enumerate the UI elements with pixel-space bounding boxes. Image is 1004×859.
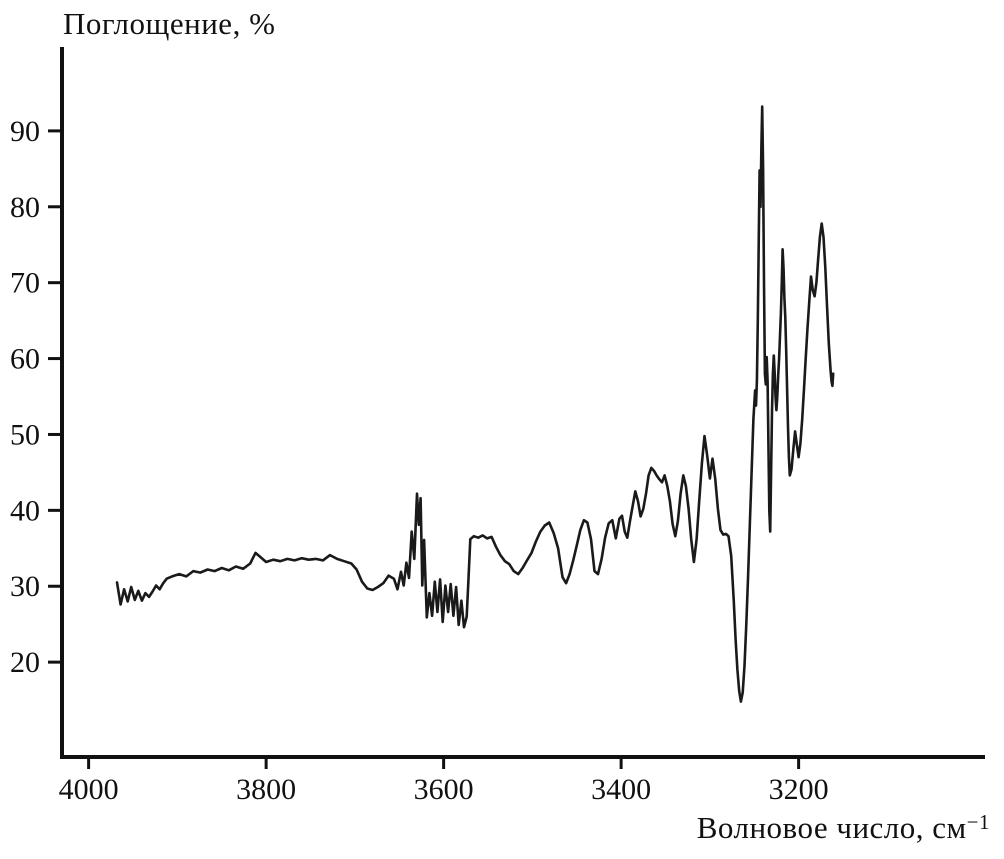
y-tick-label: 90 xyxy=(10,115,40,148)
y-tick-label: 70 xyxy=(10,267,40,300)
x-axis-title-text: Волновое число, см xyxy=(696,810,967,845)
x-axis-title: Волновое число, см−1 xyxy=(697,810,990,846)
y-tick-label: 40 xyxy=(10,494,40,527)
y-tick-label: 50 xyxy=(10,418,40,451)
x-tick-label: 3200 xyxy=(769,773,829,806)
x-axis-title-superscript: −1 xyxy=(966,810,990,834)
y-tick-label: 30 xyxy=(10,570,40,603)
y-tick-label: 80 xyxy=(10,191,40,224)
x-tick-label: 4000 xyxy=(59,773,119,806)
y-axis-title: Поглощение, % xyxy=(63,6,276,41)
y-tick-label: 60 xyxy=(10,343,40,376)
x-tick-label: 3800 xyxy=(236,773,296,806)
x-tick-label: 3400 xyxy=(591,773,651,806)
spectrum-line xyxy=(115,105,835,703)
x-tick-label: 3600 xyxy=(414,773,474,806)
y-tick-label: 20 xyxy=(10,646,40,679)
